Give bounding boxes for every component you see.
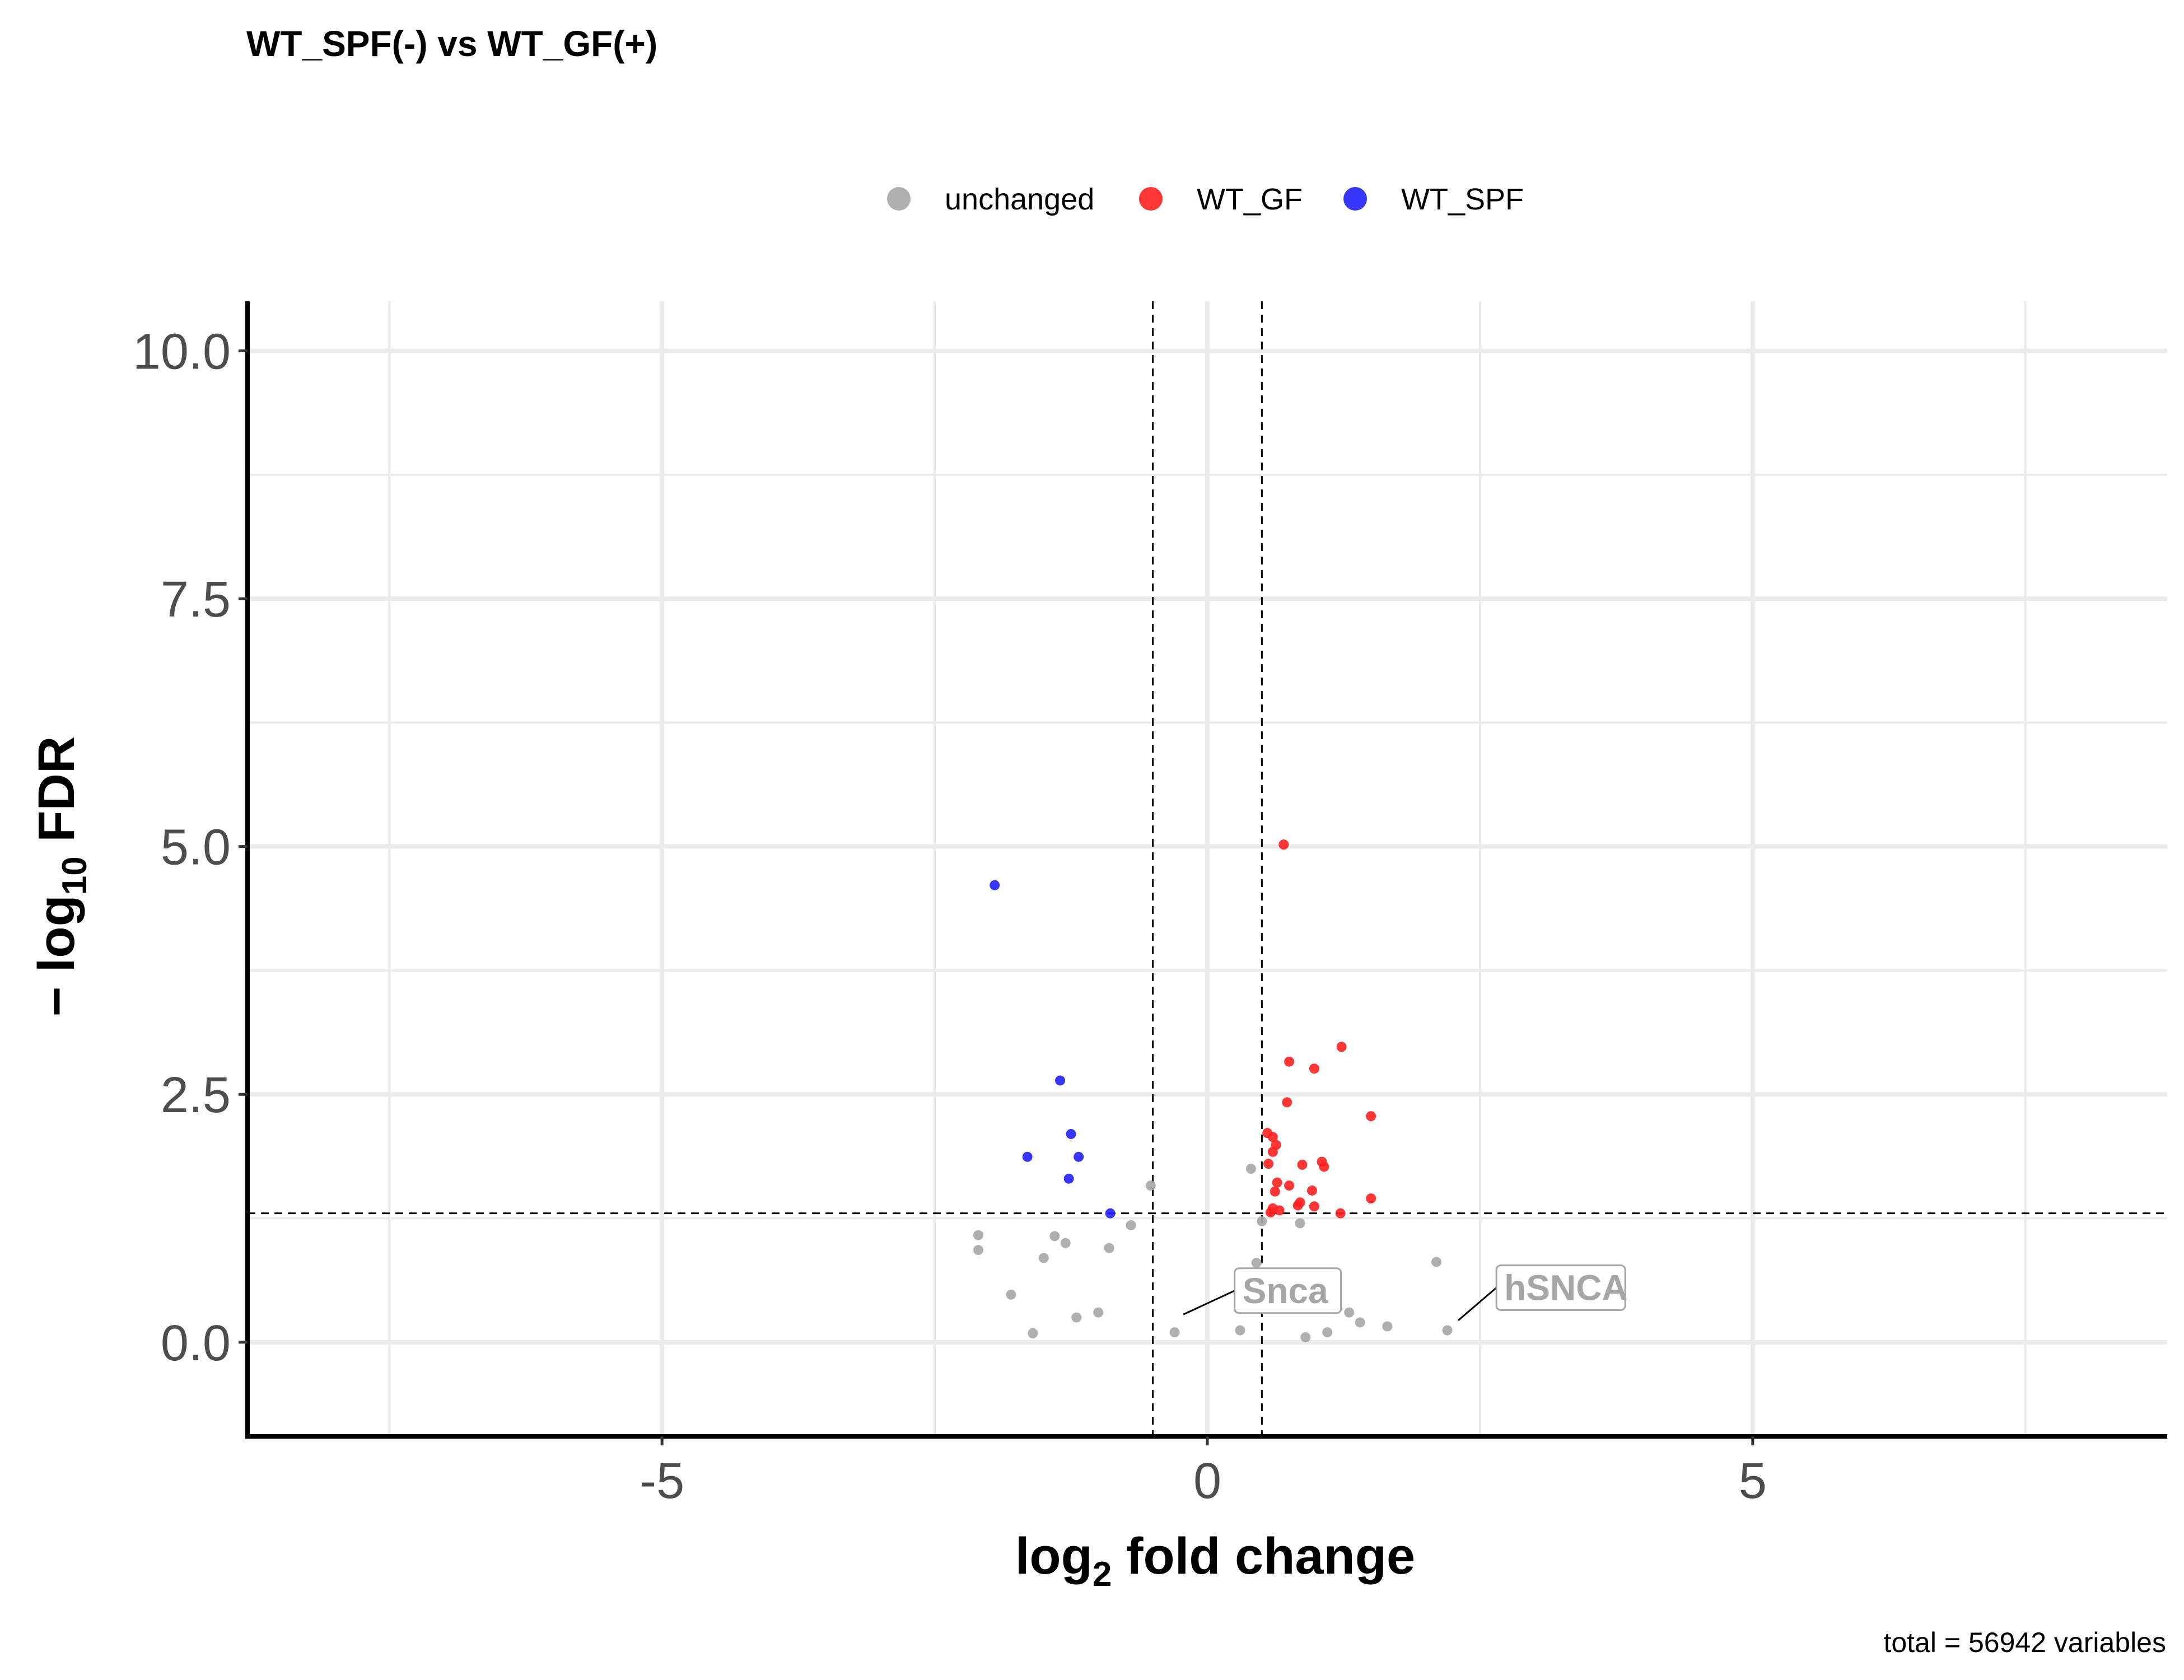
- series-wt-spf: [990, 880, 1116, 1219]
- point-wt-gf: [1292, 1200, 1303, 1211]
- y-tick-label: 0.0: [161, 1315, 231, 1371]
- y-axis-title: − log10 FDR: [28, 736, 94, 1017]
- point-wt-spf: [1066, 1129, 1076, 1140]
- point-wt-gf: [1284, 1180, 1295, 1191]
- point-wt-spf: [1055, 1075, 1066, 1086]
- point-label-snca: Snca: [1183, 1267, 1342, 1315]
- label-text: Snca: [1243, 1271, 1328, 1311]
- x-tick-label: -5: [640, 1453, 684, 1509]
- point-unchanged: [1145, 1180, 1156, 1191]
- legend-key: [1139, 187, 1163, 211]
- point-wt-gf: [1335, 1208, 1346, 1219]
- tick-labels: -5 0 5 0.0 2.5 5.0 7.5 10.0: [133, 324, 1767, 1509]
- point-label-hsnca: hSNCA: [1458, 1264, 1628, 1322]
- y-tick-label: 10.0: [133, 324, 231, 380]
- x-tick-label: 5: [1739, 1453, 1767, 1509]
- point-unchanged: [1300, 1332, 1311, 1342]
- legend-label: unchanged: [945, 183, 1094, 216]
- legend-key: [887, 187, 911, 211]
- point-unchanged: [1126, 1220, 1136, 1230]
- legend: unchanged WT_GF WT_SPF: [887, 183, 1524, 216]
- point-unchanged: [1093, 1307, 1104, 1318]
- label-text: hSNCA: [1504, 1267, 1627, 1308]
- point-wt-spf: [990, 880, 1000, 890]
- grid-lines: [248, 301, 2167, 1436]
- point-unchanged: [1049, 1231, 1060, 1242]
- point-unchanged: [1355, 1317, 1365, 1328]
- x-tick-label: 0: [1193, 1453, 1221, 1509]
- point-unchanged: [1382, 1321, 1393, 1332]
- point-unchanged: [1344, 1307, 1355, 1318]
- data-points: [973, 839, 1453, 1342]
- legend-label: WT_GF: [1197, 183, 1303, 216]
- point-unchanged: [1251, 1258, 1262, 1268]
- point-unchanged: [973, 1245, 983, 1256]
- point-unchanged: [1006, 1289, 1016, 1300]
- point-wt-gf: [1309, 1201, 1319, 1212]
- y-tick-label: 7.5: [161, 572, 231, 628]
- point-unchanged: [1038, 1253, 1049, 1263]
- point-unchanged: [1322, 1327, 1333, 1338]
- x-axis-title: log2 fold change: [1015, 1528, 1415, 1594]
- legend-key: [1343, 187, 1367, 211]
- point-unchanged: [1104, 1243, 1114, 1253]
- point-unchanged: [1245, 1164, 1256, 1174]
- legend-label: WT_SPF: [1401, 183, 1524, 216]
- label-box: [1495, 1264, 1626, 1311]
- y-tick-label: 5.0: [161, 820, 231, 876]
- point-wt-gf: [1263, 1159, 1274, 1169]
- point-unchanged: [1295, 1218, 1305, 1229]
- point-wt-spf: [1105, 1208, 1116, 1219]
- point-wt-gf: [1366, 1193, 1376, 1204]
- point-wt-gf: [1265, 1207, 1276, 1217]
- point-wt-gf: [1319, 1161, 1329, 1172]
- point-wt-gf: [1366, 1111, 1376, 1122]
- point-wt-gf: [1267, 1146, 1278, 1157]
- point-wt-gf: [1297, 1159, 1308, 1170]
- point-wt-spf: [1063, 1173, 1074, 1184]
- point-unchanged: [1257, 1216, 1267, 1226]
- point-wt-gf: [1306, 1185, 1317, 1196]
- point-wt-gf: [1278, 839, 1289, 850]
- point-wt-spf: [1074, 1151, 1084, 1162]
- chart-title: WT_SPF(-) vs WT_GF(+): [246, 24, 657, 64]
- point-unchanged: [973, 1230, 983, 1240]
- label-box: [1234, 1267, 1342, 1314]
- point-unchanged: [1169, 1327, 1180, 1338]
- point-unchanged: [1442, 1325, 1453, 1336]
- label-leader-line: [1458, 1287, 1497, 1322]
- series-unchanged: [973, 1164, 1453, 1342]
- point-wt-gf: [1272, 1177, 1282, 1188]
- point-wt-spf: [1022, 1151, 1033, 1162]
- point-labels: Snca hSNCA: [1183, 1264, 1628, 1322]
- point-unchanged: [1060, 1238, 1071, 1248]
- caption: total = 56942 variables: [1883, 1627, 2166, 1658]
- series-wt-gf: [1262, 839, 1376, 1219]
- point-unchanged: [1071, 1312, 1082, 1323]
- cutoff-lines: [248, 301, 2167, 1436]
- point-wt-gf: [1282, 1097, 1292, 1108]
- label-leader-line: [1183, 1290, 1235, 1315]
- y-tick-label: 2.5: [161, 1067, 231, 1123]
- point-wt-gf: [1274, 1205, 1285, 1216]
- point-wt-gf: [1267, 1132, 1278, 1142]
- point-wt-gf: [1270, 1186, 1280, 1197]
- point-unchanged: [1235, 1325, 1245, 1336]
- legend-item-unchanged: unchanged: [887, 183, 1094, 216]
- point-wt-gf: [1309, 1063, 1319, 1074]
- point-wt-gf: [1284, 1056, 1295, 1067]
- point-unchanged: [1431, 1257, 1442, 1267]
- legend-item-wt-gf: WT_GF: [1139, 183, 1303, 216]
- point-unchanged: [1028, 1328, 1038, 1338]
- legend-item-wt-spf: WT_SPF: [1343, 183, 1524, 216]
- point-wt-gf: [1336, 1042, 1347, 1052]
